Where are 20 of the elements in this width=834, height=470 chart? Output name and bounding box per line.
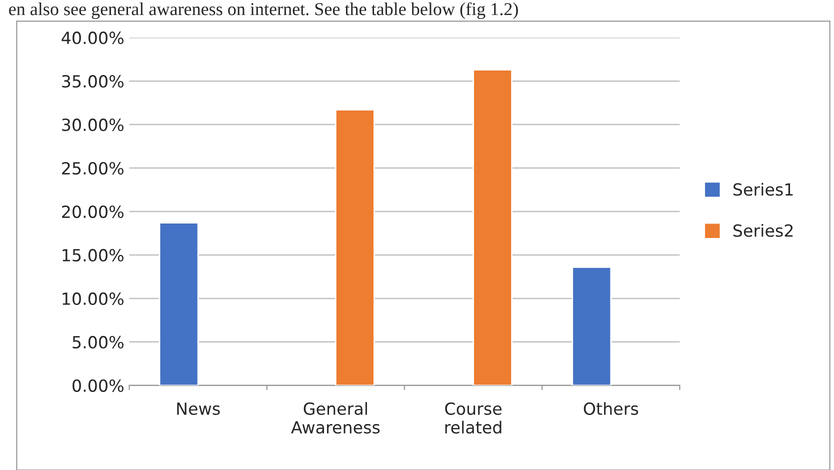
bar [158,222,199,386]
x-tick-label: Others [584,402,638,415]
y-tick-label: 5.00% [72,336,124,348]
bar [472,69,513,386]
bar [334,109,375,386]
bar [572,266,612,386]
y-tick-label: 35.00% [62,75,124,88]
text: en also see general awareness on internet. See the table below (fig 1.2) [9,2,518,19]
y-tick-label: 15.00% [62,248,124,262]
y-tick-label: 10.00% [62,292,124,306]
y-tick-label: 20.00% [62,205,124,218]
legend-label: Series1 [733,182,793,196]
x-tick-label: Course related [445,402,502,434]
x-tick-label: News [177,402,220,415]
y-tick-label: 30.00% [62,118,124,132]
y-tick-label: 25.00% [62,162,124,175]
legend-label: Series2 [733,224,793,237]
y-tick-label: 40.00% [62,32,124,44]
x-tick-label: General Awareness [291,402,380,434]
y-tick-label: 0.00% [72,379,124,392]
